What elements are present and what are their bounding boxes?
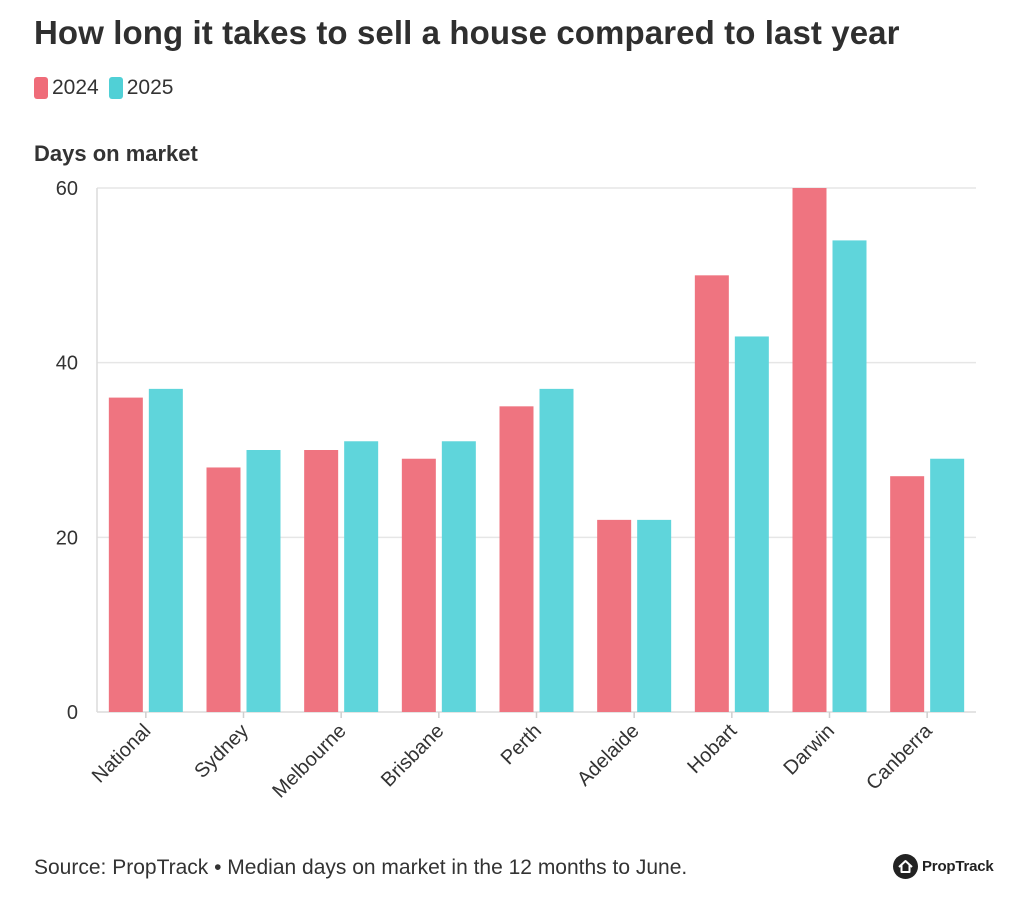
legend: 2024 2025 — [34, 76, 173, 100]
proptrack-logo: PropTrack — [893, 854, 994, 879]
chart-title: How long it takes to sell a house compar… — [34, 14, 900, 51]
bar-2024-perth — [499, 406, 534, 712]
source-note: Source: PropTrack • Median days on marke… — [34, 856, 688, 879]
x-tick-label: Sydney — [190, 720, 253, 783]
bar-2025-melbourne — [344, 441, 379, 712]
bar-2025-canberra — [930, 458, 965, 712]
y-tick-label: 0 — [67, 702, 78, 724]
bar-2024-hobart — [694, 275, 729, 712]
legend-item-2025: 2025 — [108, 76, 174, 100]
legend-swatch-2025 — [108, 77, 123, 99]
x-tick-label: Hobart — [683, 720, 741, 778]
bar-2025-sydney — [246, 450, 281, 712]
x-tick-label: Adelaide — [573, 720, 644, 791]
y-tick-label: 60 — [56, 178, 78, 200]
bar-2024-melbourne — [304, 450, 339, 712]
bar-2024-national — [108, 397, 143, 712]
legend-swatch-2024 — [34, 77, 48, 99]
bar-2025-brisbane — [441, 441, 476, 712]
bar-2024-brisbane — [401, 458, 436, 712]
bar-2024-sydney — [206, 467, 241, 712]
house-icon — [893, 854, 918, 879]
x-tick-label: Perth — [497, 720, 546, 769]
y-axis-label: Days on market — [34, 141, 198, 166]
legend-item-2024: 2024 — [34, 76, 99, 100]
bar-2025-adelaide — [637, 519, 672, 712]
y-tick-label: 20 — [56, 527, 78, 549]
y-tick-label: 40 — [56, 353, 78, 375]
bar-2025-hobart — [734, 336, 769, 712]
x-tick-label: National — [88, 720, 155, 787]
x-tick-label: Canberra — [862, 719, 937, 794]
x-tick-label: Brisbane — [377, 720, 448, 791]
legend-label-2025: 2025 — [126, 76, 174, 99]
legend-label-2024: 2024 — [52, 76, 99, 99]
logo-text: PropTrack — [922, 858, 994, 875]
bar-2024-canberra — [890, 476, 925, 712]
bar-2025-national — [148, 388, 183, 712]
x-tick-label: Melbourne — [268, 720, 350, 802]
x-tick-label: Darwin — [779, 720, 839, 780]
bar-2024-adelaide — [597, 519, 632, 712]
bar-2025-perth — [539, 388, 574, 712]
bar-2025-darwin — [832, 240, 867, 712]
bar-2024-darwin — [792, 188, 827, 712]
